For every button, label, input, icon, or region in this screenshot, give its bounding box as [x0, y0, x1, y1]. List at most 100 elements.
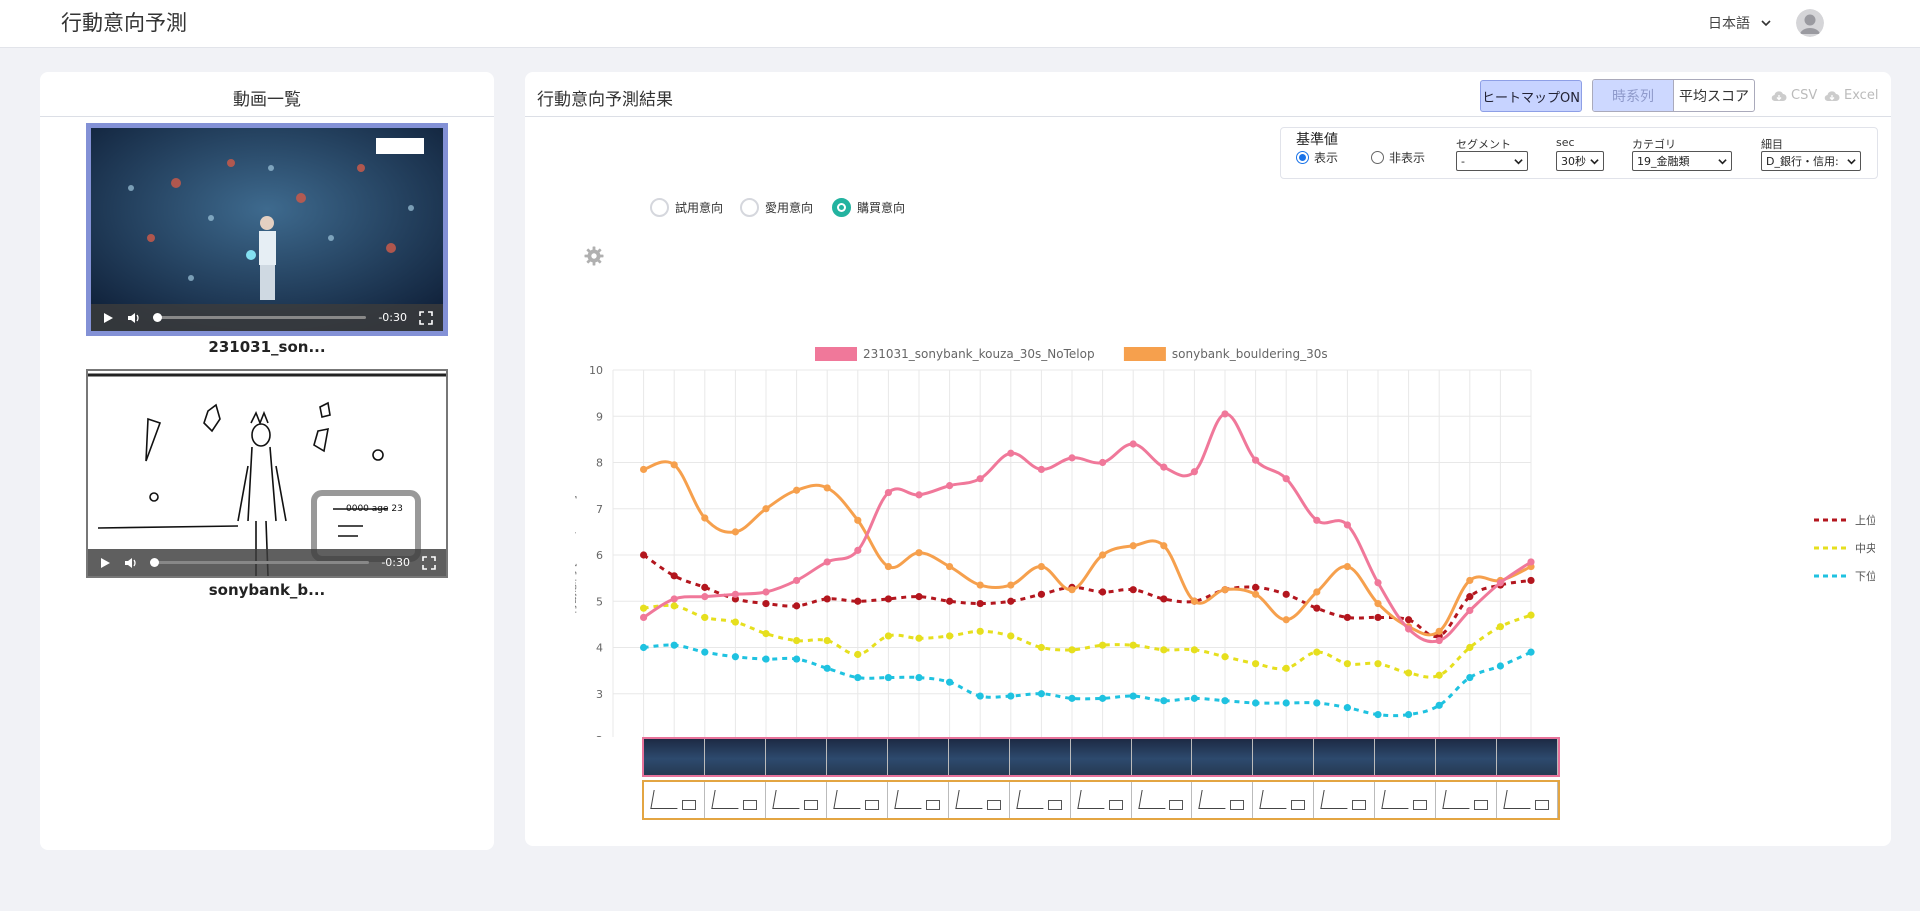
- frame-thumbnail[interactable]: [1253, 739, 1315, 775]
- frame-thumbnail[interactable]: [887, 782, 949, 818]
- fullscreen-icon[interactable]: [419, 310, 433, 325]
- sec-select[interactable]: 30秒: [1556, 151, 1604, 171]
- csv-label: CSV: [1791, 88, 1818, 103]
- play-icon[interactable]: [98, 556, 112, 570]
- user-avatar[interactable]: [1796, 9, 1824, 37]
- frame-thumbnail[interactable]: [644, 739, 705, 775]
- frame-thumbnail[interactable]: [826, 739, 888, 775]
- frame-thumbnail[interactable]: [887, 739, 949, 775]
- data-point: [915, 491, 923, 499]
- frame-thumbnail[interactable]: [1192, 739, 1254, 775]
- divider: [40, 116, 494, 117]
- video-player-1[interactable]: -0:30: [86, 123, 448, 336]
- data-point: [1037, 465, 1045, 474]
- frame-thumbnail[interactable]: [1131, 739, 1193, 775]
- frame-thumbnail[interactable]: [644, 782, 705, 818]
- fullscreen-icon[interactable]: [422, 555, 436, 570]
- frame-thumbnail[interactable]: [1497, 739, 1559, 775]
- data-point: [1160, 697, 1168, 705]
- video-controls-1: -0:30: [91, 304, 443, 331]
- legend-label: 中央値: [1855, 542, 1875, 555]
- video-card-1[interactable]: -0:30 231031_son...: [86, 123, 448, 356]
- video-player-2[interactable]: 0000 age 23 -0:30: [86, 369, 448, 578]
- time-remaining: -0:30: [381, 556, 410, 569]
- legend-label: 下位25%: [1855, 569, 1875, 583]
- frame-thumbnail[interactable]: [765, 782, 827, 818]
- data-point: [1313, 588, 1321, 596]
- frame-thumbnail[interactable]: [765, 739, 827, 775]
- data-point: [915, 549, 923, 557]
- data-point: [1007, 597, 1015, 605]
- category-select[interactable]: 19_金融類: [1632, 151, 1732, 171]
- frame-thumbnail[interactable]: [1131, 782, 1193, 818]
- baseline-show-radio[interactable]: 表示: [1296, 149, 1338, 166]
- data-point: [1252, 583, 1260, 591]
- frame-thumbnail[interactable]: [1009, 739, 1071, 775]
- y-tick-label: 6: [596, 549, 603, 562]
- frame-thumbnail[interactable]: [1314, 739, 1376, 775]
- frame-thumbnail[interactable]: [704, 739, 766, 775]
- frame-thumbnail[interactable]: [1436, 782, 1498, 818]
- frame-thumbnail[interactable]: [1070, 739, 1132, 775]
- volume-icon[interactable]: [127, 311, 141, 325]
- intent-label: 試用意向: [675, 201, 724, 215]
- heatmap-toggle-button[interactable]: ヒートマップON: [1480, 80, 1582, 112]
- video-card-2[interactable]: 0000 age 23 -0:30 sonybank_b...: [86, 369, 448, 599]
- video-name-2[interactable]: sonybank_b...: [208, 581, 326, 599]
- video-thumbnail-1: [91, 128, 443, 331]
- data-point: [762, 505, 770, 513]
- play-icon[interactable]: [101, 311, 115, 325]
- frame-thumbnail[interactable]: [1253, 782, 1315, 818]
- frame-thumbnail[interactable]: [1436, 739, 1498, 775]
- intent-purchase-radio[interactable]: 購買意向: [832, 198, 905, 217]
- frame-thumbnail[interactable]: [1375, 739, 1437, 775]
- seek-bar[interactable]: [153, 313, 367, 322]
- baseline-hide-radio[interactable]: 非表示: [1371, 149, 1425, 166]
- data-point: [1007, 692, 1015, 700]
- frame-thumbnail[interactable]: [1314, 782, 1376, 818]
- data-point: [1068, 586, 1076, 594]
- seek-bar[interactable]: [150, 558, 370, 567]
- data-point: [1435, 636, 1443, 645]
- y-tick-label: 3: [596, 688, 603, 701]
- data-point: [854, 546, 862, 554]
- frame-thumbnail[interactable]: [1070, 782, 1132, 818]
- frame-thumbnail[interactable]: [1497, 782, 1559, 818]
- data-point: [1313, 604, 1321, 612]
- data-point: [701, 583, 709, 591]
- data-point: [1037, 590, 1045, 598]
- frame-thumbnail[interactable]: [704, 782, 766, 818]
- data-point: [1466, 576, 1474, 585]
- tab-average-score[interactable]: 平均スコア: [1679, 88, 1749, 105]
- data-point: [1435, 701, 1443, 709]
- csv-export-button[interactable]: CSV: [1771, 88, 1817, 103]
- frame-thumbnail[interactable]: [1009, 782, 1071, 818]
- frame-thumbnail[interactable]: [1192, 782, 1254, 818]
- video-name-1[interactable]: 231031_son...: [208, 338, 326, 356]
- volume-icon[interactable]: [124, 556, 138, 570]
- data-point: [762, 655, 770, 663]
- data-point: [1343, 562, 1351, 571]
- excel-export-button[interactable]: Excel: [1824, 88, 1878, 103]
- frame-thumbnail[interactable]: [1375, 782, 1437, 818]
- data-point: [1405, 616, 1413, 624]
- tab-timeseries[interactable]: 時系列: [1593, 80, 1674, 111]
- language-selector[interactable]: 日本語: [1708, 13, 1772, 33]
- intent-loyalty-radio[interactable]: 愛用意向: [740, 198, 813, 217]
- item-select[interactable]: D_銀行・信用:: [1761, 151, 1861, 171]
- data-point: [946, 482, 954, 490]
- segment-select[interactable]: -: [1456, 151, 1528, 171]
- baseline-title: 基準値: [1296, 132, 1338, 148]
- data-point: [762, 588, 770, 596]
- data-point: [915, 593, 923, 601]
- frame-thumbnail[interactable]: [948, 782, 1010, 818]
- data-point: [823, 595, 831, 603]
- segment-value: -: [1461, 154, 1465, 168]
- gear-icon[interactable]: [584, 246, 604, 266]
- intent-trial-radio[interactable]: 試用意向: [650, 198, 723, 217]
- data-point: [946, 562, 954, 571]
- data-point: [823, 484, 831, 492]
- series-line-1: [642, 412, 1532, 644]
- frame-thumbnail[interactable]: [826, 782, 888, 818]
- frame-thumbnail[interactable]: [948, 739, 1010, 775]
